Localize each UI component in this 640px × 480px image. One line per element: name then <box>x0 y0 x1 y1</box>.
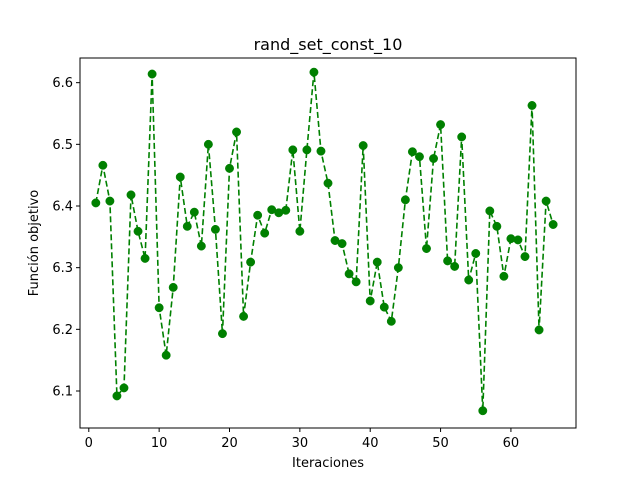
data-point <box>478 406 488 416</box>
y-tick-label: 6.6 <box>52 76 73 91</box>
data-point <box>365 296 375 306</box>
data-point <box>548 220 558 229</box>
data-point <box>372 257 382 267</box>
data-point <box>218 329 227 339</box>
data-point <box>154 303 164 313</box>
data-point <box>232 127 241 137</box>
data-point <box>302 145 312 155</box>
data-point <box>464 275 474 285</box>
data-point <box>443 256 453 266</box>
data-point <box>161 350 171 360</box>
data-point <box>379 302 389 312</box>
data-point <box>147 69 157 79</box>
data-point <box>337 239 347 249</box>
data-point <box>513 235 523 245</box>
data-point <box>400 195 410 205</box>
data-point <box>98 160 108 170</box>
data-point <box>175 172 185 182</box>
data-point <box>492 221 502 231</box>
data-point <box>429 154 438 163</box>
data-point <box>534 325 544 335</box>
series-line <box>95 72 554 411</box>
data-point <box>288 145 298 155</box>
data-point <box>386 316 396 326</box>
data-point <box>295 226 305 236</box>
data-point <box>471 249 481 258</box>
data-point <box>112 391 122 401</box>
data-point <box>541 196 551 206</box>
data-point <box>246 257 256 267</box>
data-point <box>407 147 417 157</box>
data-point <box>260 228 270 238</box>
data-point <box>126 190 136 200</box>
y-tick-label: 6.1 <box>52 385 73 400</box>
x-tick-label: 40 <box>362 436 379 451</box>
y-tick-label: 6.4 <box>52 200 73 215</box>
data-point <box>344 269 354 279</box>
data-point <box>393 263 403 273</box>
data-point <box>182 221 192 231</box>
data-point <box>196 241 206 251</box>
data-point <box>499 271 509 281</box>
data-point <box>203 139 213 149</box>
data-point <box>281 205 291 215</box>
chart-title: rand_set_const_10 <box>254 35 403 55</box>
data-point <box>436 120 446 130</box>
data-point <box>140 253 150 263</box>
data-point <box>316 146 326 156</box>
y-tick-label: 6.3 <box>52 261 73 276</box>
data-point <box>457 132 467 142</box>
data-point <box>520 252 530 262</box>
x-tick-label: 20 <box>221 436 238 451</box>
data-point <box>225 163 234 173</box>
data-point <box>210 224 220 234</box>
data-point <box>239 311 249 321</box>
data-point <box>415 152 424 162</box>
x-tick-label: 30 <box>292 436 309 451</box>
y-tick-label: 6.5 <box>52 138 73 153</box>
plot-area <box>91 67 558 416</box>
data-point <box>351 277 361 287</box>
data-point <box>105 196 115 206</box>
x-tick-label: 0 <box>85 436 93 451</box>
data-point <box>91 198 101 208</box>
data-point <box>309 67 319 77</box>
x-tick-label: 60 <box>503 436 520 451</box>
data-point <box>323 178 333 188</box>
x-axis: 0 10 20 30 40 50 60 <box>85 428 520 451</box>
axes-frame <box>79 57 577 429</box>
data-point <box>253 210 263 220</box>
x-tick-label: 10 <box>151 436 168 451</box>
data-point <box>168 282 178 292</box>
data-point <box>450 261 460 271</box>
data-point <box>119 383 129 393</box>
y-tick-label: 6.2 <box>52 323 73 338</box>
x-tick-label: 50 <box>432 436 449 451</box>
x-axis-label: Iteraciones <box>292 456 364 471</box>
data-point <box>527 101 537 110</box>
y-axis-label: Función objetivo <box>27 190 42 297</box>
data-point <box>189 207 199 217</box>
data-point <box>485 206 495 216</box>
data-point <box>422 244 431 254</box>
data-point <box>133 226 143 236</box>
y-axis: 6.1 6.2 6.3 6.4 6.5 6.6 <box>52 76 80 400</box>
data-point <box>358 141 368 151</box>
